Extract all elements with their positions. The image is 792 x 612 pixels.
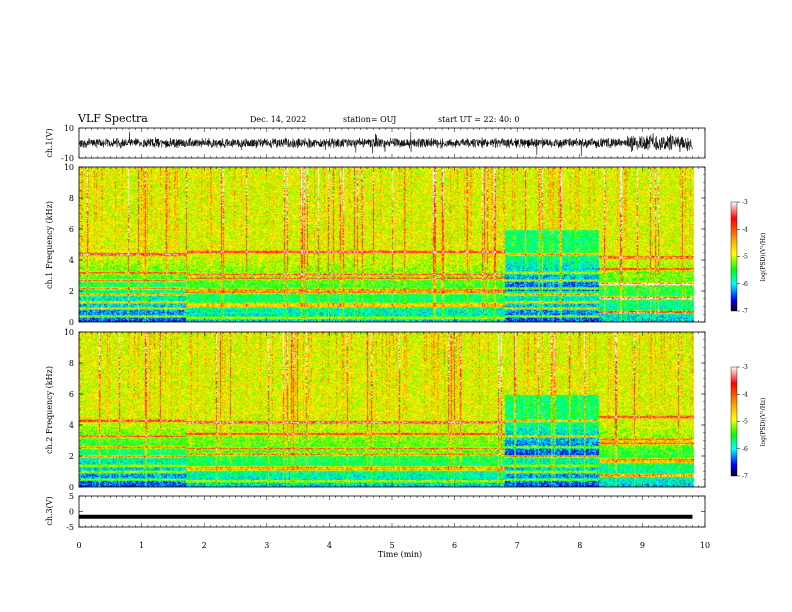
ch1-waveform-yticks bbox=[79, 127, 83, 159]
x-tick-label: 3 bbox=[264, 541, 269, 550]
colorbar-tick-label: -4 bbox=[742, 391, 748, 398]
x-tick-label: 5 bbox=[389, 541, 394, 550]
ch1-colorbar-gradient bbox=[730, 201, 738, 312]
ch2-colorbar-gradient bbox=[730, 366, 738, 477]
y-tick-label: 4 bbox=[69, 256, 74, 265]
ch1-waveform-panel: 10 -10 ch.1(V) bbox=[45, 124, 706, 163]
ch3-waveform-ylabel: ch.3(V) bbox=[45, 496, 54, 525]
x-ticks bbox=[78, 128, 706, 527]
ch1-colorbar: -3 -4 -5 -6 -7 log(PSD)(V²/Hz) bbox=[730, 199, 767, 315]
ch1-waveform-path bbox=[79, 131, 693, 156]
ch2-spectrogram-image bbox=[79, 332, 705, 487]
colorbar-tick-label: -5 bbox=[742, 254, 748, 261]
x-tick-label: 7 bbox=[515, 541, 520, 550]
colorbar-tick-label: -5 bbox=[742, 419, 748, 426]
y-tick-label: 0 bbox=[69, 508, 74, 517]
ch2-spectrogram-ylabel: ch.2 Frequency (kHz) bbox=[45, 366, 54, 454]
ch2-colorbar: -3 -4 -5 -6 -7 log(PSD)(V²/Hz) bbox=[730, 364, 767, 480]
ch3-waveform-frame bbox=[78, 495, 706, 528]
y-tick-label: 10 bbox=[64, 328, 74, 337]
ch3-waveform-panel: 50-5 0 1 2 3 4 5 6 7 8 9 10 ch.3(V) Time (min) bbox=[45, 492, 710, 559]
y-tick-label: 8 bbox=[69, 194, 74, 203]
x-axis-label: Time (min) bbox=[378, 550, 422, 559]
x-tick-label: 4 bbox=[327, 541, 332, 550]
ch2-spectrogram-panel: 0 2 4 6 8 10 ch.2 Frequency (kHz) bbox=[45, 328, 706, 492]
ch1-waveform-trace bbox=[79, 131, 693, 156]
ch1-waveform-ytick-bottom: -10 bbox=[61, 154, 74, 163]
y-tick-label: 2 bbox=[69, 452, 74, 461]
x-tick-label: 1 bbox=[139, 541, 144, 550]
x-tick-label: 6 bbox=[452, 541, 457, 550]
x-tick-label: 0 bbox=[76, 541, 81, 550]
x-tick-label: 9 bbox=[640, 541, 645, 550]
chart-title: VLF Spectra bbox=[78, 112, 148, 125]
ch1-spectrogram-ylabel: ch.1 Frequency (kHz) bbox=[45, 201, 54, 289]
ch1-waveform-ylabel: ch.1(V) bbox=[45, 128, 54, 157]
y-tick-label: 10 bbox=[64, 163, 74, 172]
x-tick-label: 2 bbox=[202, 541, 207, 550]
y-tick-label: 0 bbox=[69, 318, 74, 327]
y-tick-label: 4 bbox=[69, 421, 74, 430]
colorbar-tick-label: -4 bbox=[742, 226, 748, 233]
y-tick-label: 6 bbox=[69, 225, 74, 234]
colorbar-tick-label: -6 bbox=[742, 446, 748, 453]
x-tick-label: 8 bbox=[577, 541, 582, 550]
colorbar-tick-label: -3 bbox=[742, 199, 748, 206]
ch1-colorbar-label: log(PSD)(V²/Hz) bbox=[760, 233, 767, 282]
y-tick-label: 0 bbox=[69, 483, 74, 492]
ch1-waveform-ytick-top: 10 bbox=[64, 124, 74, 133]
colorbar-tick-label: -7 bbox=[742, 308, 748, 315]
colorbar-tick-label: -6 bbox=[742, 281, 748, 288]
y-tick-label: -5 bbox=[66, 523, 74, 532]
y-tick-label: 8 bbox=[69, 359, 74, 368]
station-label: station= OUJ bbox=[343, 115, 397, 124]
ch1-spectrogram-panel: 0 2 4 6 8 10 ch.1 Frequency (kHz) bbox=[45, 163, 706, 327]
ch2-colorbar-label: log(PSD)(V²/Hz) bbox=[760, 398, 767, 447]
colorbar-tick-label: -3 bbox=[742, 364, 748, 371]
x-tick-label: 10 bbox=[700, 541, 710, 550]
y-tick-label: 6 bbox=[69, 390, 74, 399]
date-label: Dec. 14, 2022 bbox=[250, 115, 307, 124]
y-tick-label: 2 bbox=[69, 287, 74, 296]
colorbar-tick-label: -7 bbox=[742, 473, 748, 480]
ch1-spectrogram-image bbox=[79, 167, 705, 322]
start-time-label: start UT = 22: 40: 0 bbox=[438, 115, 520, 124]
y-tick-label: 5 bbox=[69, 492, 74, 501]
